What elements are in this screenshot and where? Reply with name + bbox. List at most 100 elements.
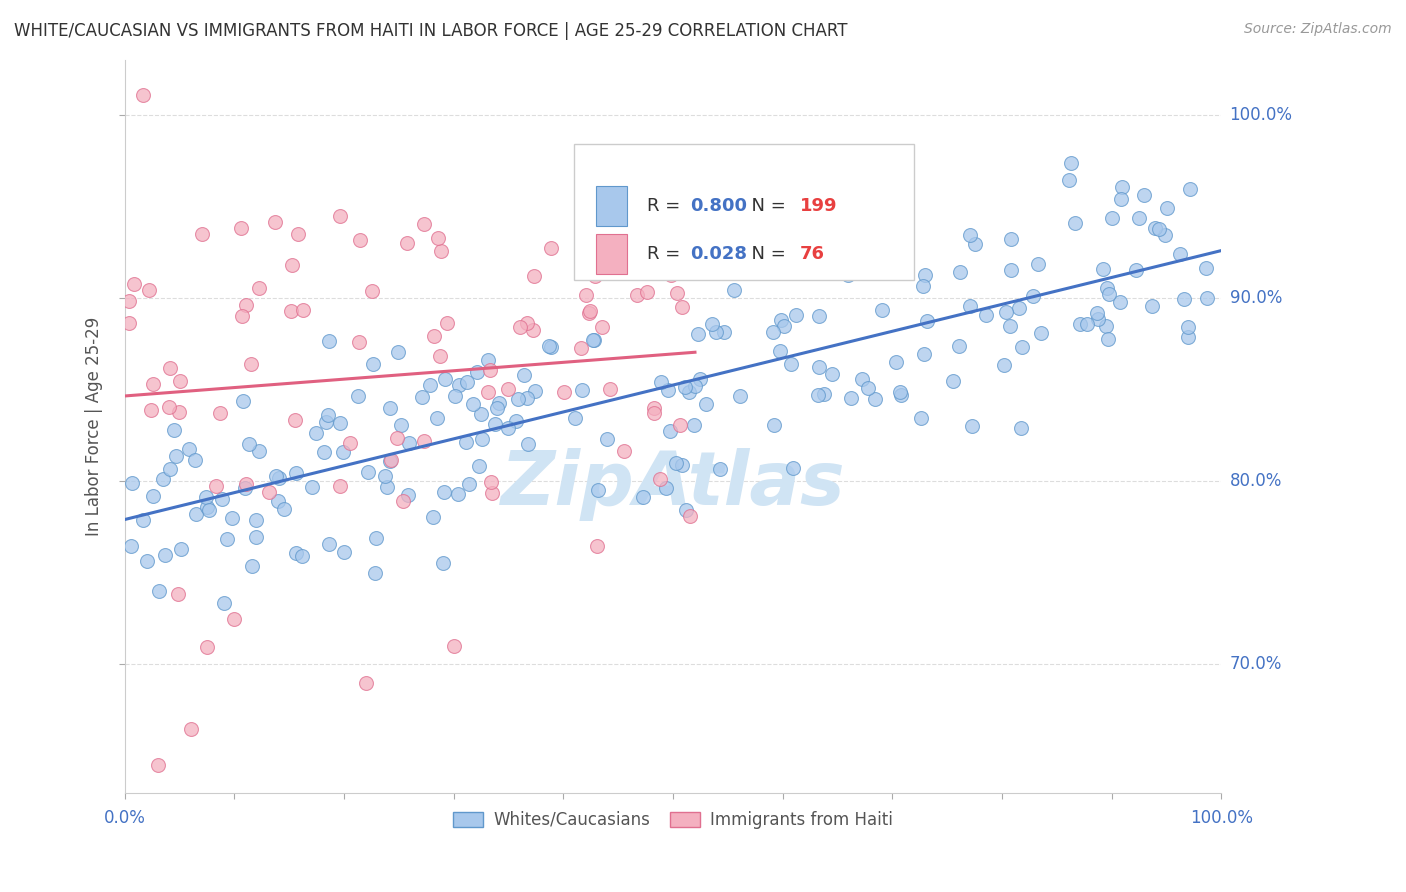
Point: [1063, 216, 1085, 230]
Point: [797, 250, 820, 264]
Point: [291, 549, 314, 564]
Point: [589, 220, 612, 235]
Point: [671, 458, 693, 472]
Point: [914, 268, 936, 282]
Point: [728, 389, 751, 403]
Point: [1029, 326, 1052, 340]
Point: [273, 502, 295, 516]
Point: [360, 284, 382, 298]
Point: [505, 414, 527, 428]
Point: [264, 469, 287, 483]
Point: [974, 308, 997, 322]
Point: [1147, 221, 1170, 235]
Point: [443, 639, 465, 653]
Point: [515, 391, 537, 405]
Point: [1008, 301, 1031, 315]
Point: [159, 361, 181, 376]
Point: [269, 471, 291, 485]
Point: [1097, 333, 1119, 347]
Text: 90.0%: 90.0%: [1230, 289, 1282, 307]
Point: [315, 416, 337, 430]
Point: [1000, 231, 1022, 245]
Point: [132, 87, 155, 102]
Point: [357, 466, 380, 480]
Point: [195, 500, 218, 514]
Point: [785, 308, 807, 322]
Point: [232, 394, 254, 409]
Point: [682, 417, 704, 432]
Point: [702, 317, 724, 331]
Point: [659, 268, 682, 282]
Point: [245, 513, 267, 527]
Point: [704, 325, 727, 339]
Point: [780, 357, 803, 371]
Point: [422, 509, 444, 524]
Point: [540, 241, 562, 255]
Point: [454, 435, 477, 450]
Point: [588, 483, 610, 497]
Point: [671, 301, 693, 315]
Point: [395, 235, 418, 250]
Point: [821, 367, 844, 381]
Point: [427, 231, 450, 245]
Point: [378, 454, 401, 468]
Point: [773, 318, 796, 333]
Point: [470, 407, 492, 421]
Text: 0.028: 0.028: [690, 245, 748, 263]
Point: [963, 236, 986, 251]
Point: [235, 298, 257, 312]
Point: [1125, 263, 1147, 277]
Point: [872, 302, 894, 317]
Point: [723, 283, 745, 297]
Point: [380, 453, 402, 467]
Point: [626, 288, 648, 302]
Point: [1095, 319, 1118, 334]
Point: [346, 389, 368, 403]
Point: [183, 453, 205, 467]
Point: [436, 316, 458, 330]
FancyBboxPatch shape: [596, 234, 627, 274]
Point: [713, 325, 735, 339]
Point: [659, 424, 682, 438]
Point: [496, 382, 519, 396]
Point: [1097, 286, 1119, 301]
Point: [695, 397, 717, 411]
Point: [1092, 262, 1115, 277]
Point: [118, 316, 141, 330]
Point: [121, 475, 143, 490]
Point: [770, 313, 793, 327]
Point: [665, 456, 688, 470]
Point: [477, 385, 499, 400]
Point: [851, 372, 873, 386]
Point: [762, 326, 785, 340]
Text: 100.0%: 100.0%: [1230, 105, 1292, 124]
Point: [998, 318, 1021, 333]
Point: [582, 333, 605, 347]
Point: [1128, 211, 1150, 225]
Point: [374, 468, 396, 483]
Point: [229, 220, 252, 235]
Point: [484, 417, 506, 432]
Point: [1010, 421, 1032, 435]
Point: [599, 382, 621, 396]
Point: [231, 309, 253, 323]
Point: [631, 490, 654, 504]
Point: [426, 411, 449, 425]
Point: [211, 492, 233, 507]
Point: [1111, 180, 1133, 194]
Point: [1097, 281, 1119, 295]
Text: N =: N =: [740, 197, 792, 215]
Point: [522, 323, 544, 337]
Point: [553, 384, 575, 399]
Point: [839, 391, 862, 405]
Point: [807, 309, 830, 323]
Point: [1195, 292, 1218, 306]
Point: [456, 376, 478, 390]
Point: [155, 548, 177, 562]
Point: [537, 339, 560, 353]
Point: [120, 539, 142, 553]
Point: [478, 362, 501, 376]
Point: [280, 304, 302, 318]
Point: [470, 432, 492, 446]
Point: [247, 444, 270, 458]
